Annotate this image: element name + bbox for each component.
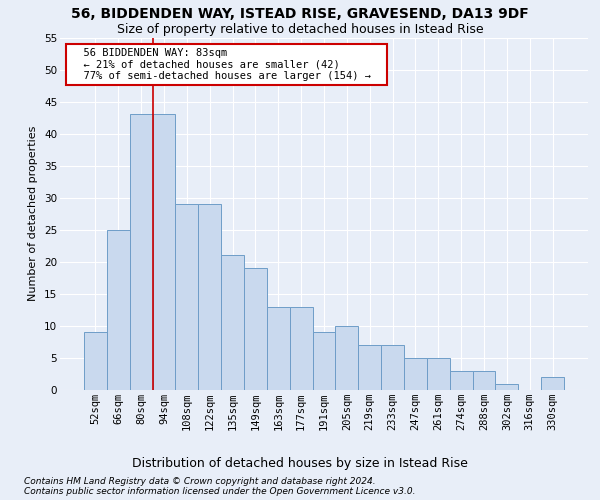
Bar — [152, 114, 175, 390]
Text: Contains HM Land Registry data © Crown copyright and database right 2024.: Contains HM Land Registry data © Crown c… — [24, 478, 376, 486]
Y-axis label: Number of detached properties: Number of detached properties — [28, 126, 38, 302]
Bar — [313, 332, 335, 390]
Text: Contains public sector information licensed under the Open Government Licence v3: Contains public sector information licen… — [24, 488, 415, 496]
Bar — [335, 326, 358, 390]
Text: 56, BIDDENDEN WAY, ISTEAD RISE, GRAVESEND, DA13 9DF: 56, BIDDENDEN WAY, ISTEAD RISE, GRAVESEN… — [71, 8, 529, 22]
Bar — [107, 230, 130, 390]
Bar — [404, 358, 427, 390]
Bar — [84, 332, 107, 390]
Bar — [198, 204, 221, 390]
Bar — [381, 345, 404, 390]
Bar — [130, 114, 152, 390]
Bar — [496, 384, 518, 390]
Text: Size of property relative to detached houses in Istead Rise: Size of property relative to detached ho… — [116, 22, 484, 36]
Text: 56 BIDDENDEN WAY: 83sqm
  ← 21% of detached houses are smaller (42)
  77% of sem: 56 BIDDENDEN WAY: 83sqm ← 21% of detache… — [71, 48, 383, 82]
Bar — [175, 204, 198, 390]
Bar — [541, 377, 564, 390]
Bar — [290, 306, 313, 390]
Bar — [358, 345, 381, 390]
Bar — [244, 268, 267, 390]
Bar — [267, 306, 290, 390]
Bar — [221, 256, 244, 390]
Bar — [473, 371, 496, 390]
Bar — [450, 371, 473, 390]
Bar — [427, 358, 450, 390]
Text: Distribution of detached houses by size in Istead Rise: Distribution of detached houses by size … — [132, 458, 468, 470]
